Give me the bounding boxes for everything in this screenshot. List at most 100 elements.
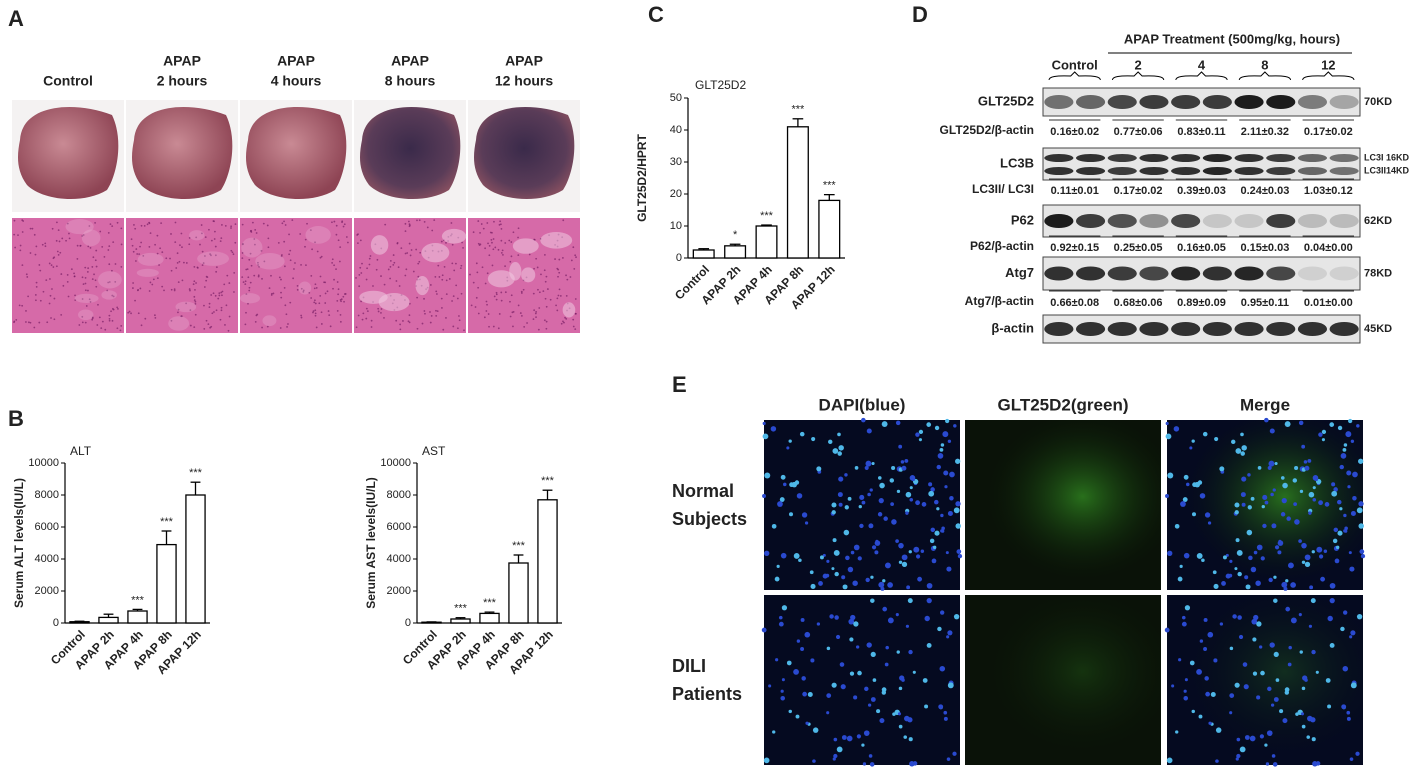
band (1202, 266, 1232, 281)
nucleus (365, 307, 368, 310)
nucleus (108, 245, 111, 248)
nucleus (1240, 451, 1245, 456)
nucleus (256, 313, 259, 316)
nucleus (486, 303, 488, 306)
group-label: 12 (1321, 57, 1335, 72)
band (1234, 167, 1264, 175)
nucleus (163, 289, 165, 292)
bar (185, 494, 206, 624)
nucleus (1198, 714, 1203, 719)
nucleus (57, 229, 60, 232)
nucleus (404, 252, 407, 255)
row-label: Normal (672, 481, 734, 501)
nucleus (408, 314, 411, 317)
nucleus (57, 254, 60, 256)
nucleus (876, 709, 881, 714)
nucleus (1312, 486, 1316, 490)
nucleus (193, 280, 196, 283)
bar (156, 543, 177, 624)
nucleus (132, 250, 135, 253)
nucleus (1329, 582, 1336, 589)
y-tick-label: 2000 (35, 585, 59, 597)
nucleus (955, 458, 961, 464)
pale-area (298, 281, 312, 295)
nucleus (319, 256, 322, 259)
nucleus (1229, 711, 1233, 715)
nucleus (463, 329, 465, 332)
nucleus (193, 295, 196, 298)
nucleus (1312, 761, 1318, 767)
nucleus (267, 237, 270, 240)
nucleus (500, 251, 503, 254)
y-axis-label: Serum ALT levels(IU/L) (12, 478, 26, 608)
nucleus (864, 686, 869, 692)
nucleus (1245, 584, 1251, 590)
nucleus (1232, 614, 1237, 619)
y-tick-label: 10000 (380, 457, 411, 469)
nucleus (1298, 613, 1302, 617)
band (1202, 154, 1232, 162)
nucleus (360, 300, 363, 303)
nucleus (242, 281, 245, 284)
pale-area (78, 309, 94, 321)
nucleus (563, 321, 565, 324)
nucleus (1177, 576, 1183, 582)
nucleus (870, 651, 876, 658)
nucleus (270, 292, 273, 295)
nucleus (224, 324, 226, 326)
nucleus (1247, 473, 1251, 477)
nucleus (355, 277, 357, 279)
nucleus (562, 219, 565, 222)
histology (468, 218, 580, 333)
nucleus (934, 530, 940, 536)
nucleus (1321, 429, 1327, 435)
nucleus (263, 260, 266, 263)
pale-area (255, 253, 285, 270)
nucleus (39, 269, 42, 272)
nucleus (800, 617, 805, 622)
nucleus (289, 249, 292, 252)
nucleus (194, 288, 196, 291)
nucleus (1274, 545, 1280, 550)
nucleus (366, 310, 369, 313)
nucleus (244, 283, 247, 285)
band (1234, 266, 1264, 281)
significance: *** (512, 540, 526, 552)
nucleus (1264, 417, 1269, 423)
ratio-value: 0.16±0.05 (1177, 242, 1226, 254)
nucleus (219, 240, 222, 243)
nucleus (1280, 476, 1285, 480)
nucleus (433, 219, 436, 222)
nucleus (435, 315, 438, 317)
column-label: 8 hours (385, 73, 436, 89)
nucleus (949, 495, 954, 501)
blot-label: GLT25D2 (978, 93, 1034, 108)
nucleus (1348, 551, 1352, 555)
nucleus (241, 223, 244, 226)
nucleus (19, 244, 22, 247)
significance: *** (454, 603, 468, 615)
nucleus (536, 266, 539, 269)
nucleus (1315, 670, 1319, 674)
nucleus (570, 259, 573, 262)
nucleus (479, 231, 481, 234)
nucleus (241, 257, 244, 260)
nucleus (1350, 630, 1356, 636)
nucleus (177, 281, 180, 283)
nucleus (1221, 581, 1226, 586)
nucleus (87, 267, 90, 270)
nucleus (1191, 512, 1197, 517)
nucleus (302, 291, 305, 293)
nucleus (341, 221, 343, 224)
nucleus (1267, 686, 1272, 692)
nucleus (812, 727, 819, 733)
band (1107, 214, 1137, 228)
nucleus (154, 243, 156, 246)
nucleus (312, 310, 315, 312)
nucleus (250, 264, 253, 267)
nucleus (780, 474, 786, 480)
nucleus (33, 233, 36, 236)
nucleus (1321, 438, 1325, 442)
group-label: Control (1052, 57, 1098, 72)
nucleus (1181, 615, 1186, 620)
